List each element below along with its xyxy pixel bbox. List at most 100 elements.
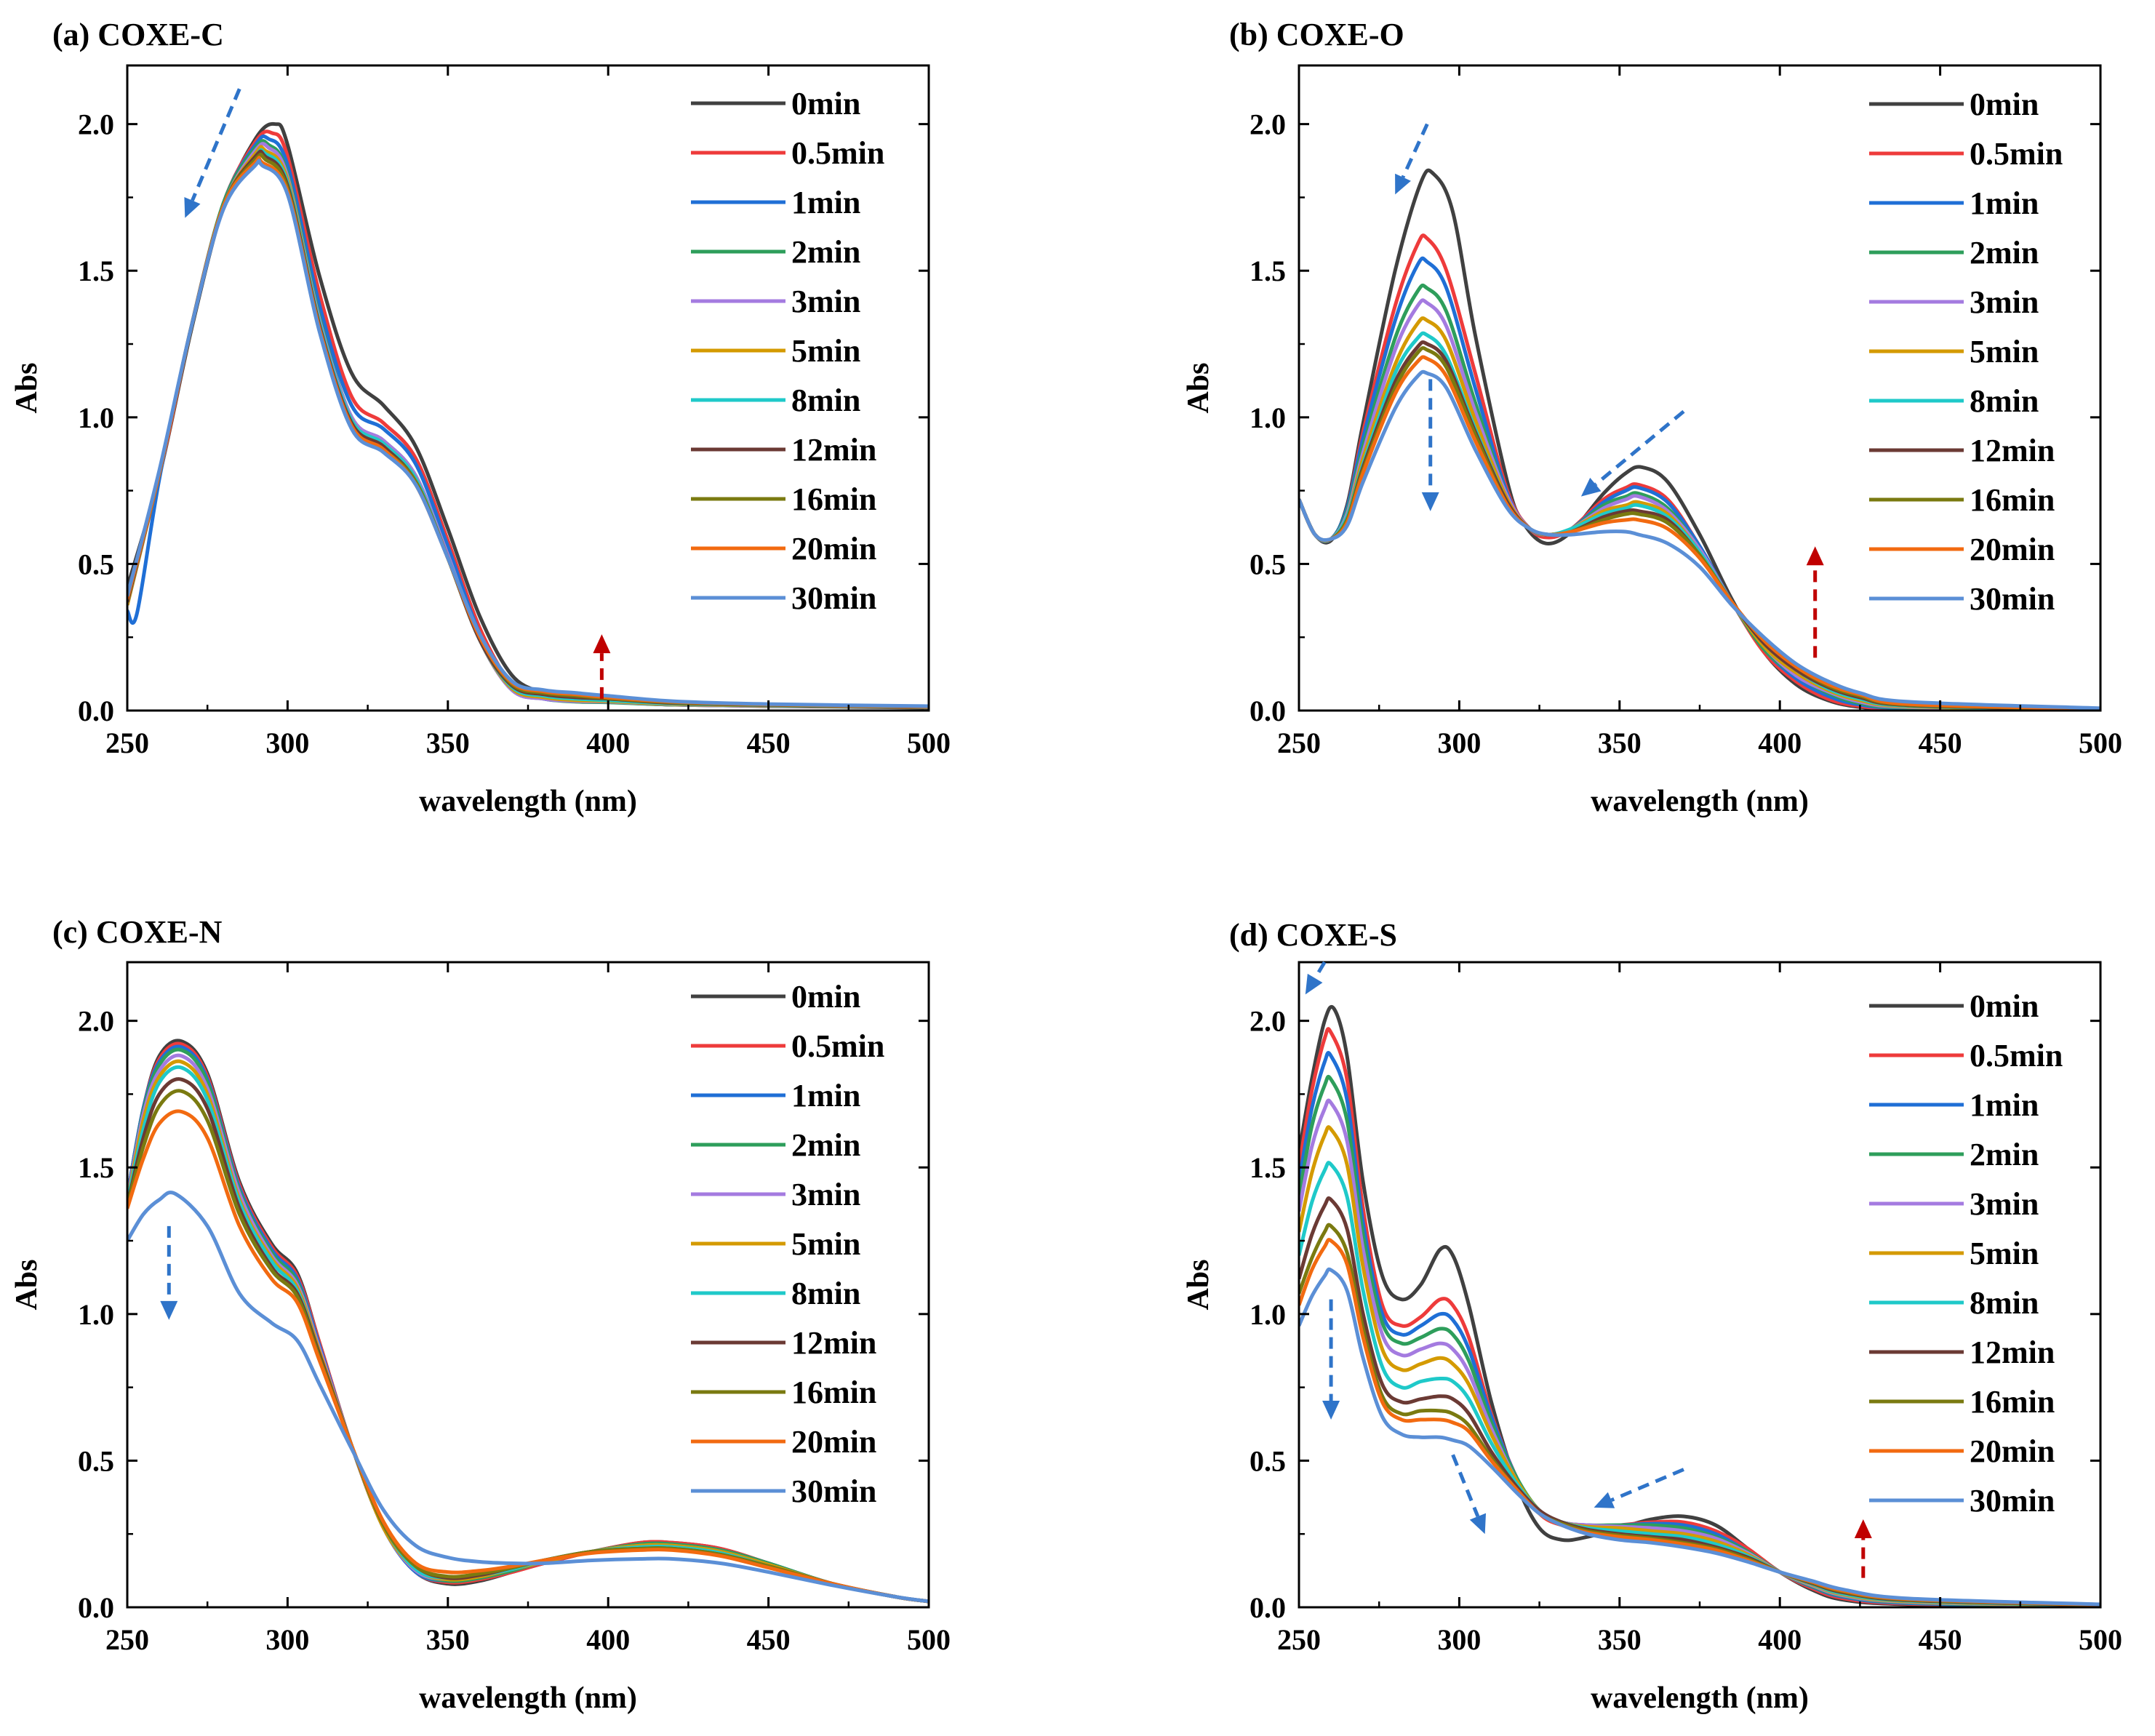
series-group [1299, 1004, 2100, 1607]
series-line-0.5min [1299, 233, 2100, 711]
trend-arrow-head [1806, 546, 1824, 566]
trend-arrow-shaft [1594, 409, 1685, 487]
x-tick-label: 450 [747, 1623, 791, 1656]
series-line-3min [127, 142, 929, 709]
legend-label: 16min [1970, 482, 2055, 518]
x-axis-label: wavelength (nm) [419, 785, 637, 818]
legend-label: 0min [791, 86, 860, 121]
series-group [127, 121, 929, 710]
x-tick-label: 250 [1277, 1623, 1321, 1656]
trend-arrow-head [160, 1300, 178, 1320]
trend-arrow-head [1421, 492, 1439, 511]
y-tick-label: 2.0 [78, 1005, 114, 1038]
legend-label: 2min [791, 234, 860, 270]
series-line-1min [127, 134, 929, 709]
legend-label: 0min [791, 979, 860, 1015]
x-tick-label: 300 [1437, 1623, 1481, 1656]
legend-label: 30min [1970, 581, 2055, 617]
x-tick-label: 300 [265, 1623, 309, 1656]
trend-arrow-shaft [1401, 123, 1429, 178]
y-tick-label: 0.5 [1250, 548, 1286, 580]
x-tick-label: 250 [105, 1623, 149, 1656]
series-line-8min [127, 148, 929, 709]
series-group [127, 1039, 929, 1604]
legend-label: 3min [1970, 1186, 2039, 1222]
legend-label: 20min [1970, 532, 2055, 567]
y-tick-label: 1.0 [78, 1298, 114, 1331]
y-axis-label: Abs [1182, 362, 1215, 413]
y-tick-label: 0.0 [1250, 695, 1286, 727]
series-line-20min [127, 1109, 929, 1604]
y-tick-label: 0.5 [78, 1444, 114, 1477]
legend-label: 1min [791, 1078, 860, 1113]
x-tick-label: 450 [1919, 1623, 1962, 1656]
legend-label: 12min [1970, 1335, 2055, 1370]
legend-label: 20min [791, 1424, 876, 1460]
panel-a: (a) COXE-C 250 300 350 400 450 500 0.0 0.5 1.0 1.5… [10, 17, 951, 818]
x-axis-label: wavelength (nm) [1591, 1681, 1809, 1715]
series-line-20min [1299, 355, 2100, 711]
legend-label: 5min [1970, 1236, 2039, 1271]
trend-arrow-head [1469, 1513, 1487, 1535]
legend-label: 3min [1970, 284, 2039, 320]
series-line-30min [1299, 369, 2100, 711]
legend-label: 30min [791, 580, 876, 616]
panel-b: (b) COXE-O 250 300 350 400 450 500 0.0 0.5 1.0 1.5… [1182, 17, 2122, 818]
legend-label: 8min [791, 383, 860, 418]
y-tick-label: 0.0 [78, 1591, 114, 1624]
trend-arrow-shaft [1313, 961, 1327, 980]
legend: 0min 0.5min 1min 2min 3min 5min 8min 12min 16min… [1869, 988, 2063, 1519]
series-line-30min [127, 1191, 929, 1604]
series-line-30min [1299, 1267, 2100, 1607]
x-tick-label: 300 [1437, 727, 1481, 759]
y-tick-label: 1.5 [78, 1151, 114, 1184]
legend-label: 0min [1970, 87, 2039, 122]
x-tick-label: 250 [105, 727, 149, 759]
trend-arrow-head [1395, 173, 1411, 195]
x-tick-label: 400 [586, 1623, 630, 1656]
x-tick-label: 400 [1758, 1623, 1802, 1656]
legend-label: 5min [791, 333, 860, 369]
legend-label: 8min [791, 1276, 860, 1311]
x-tick-label: 500 [2079, 1623, 2122, 1656]
legend-label: 0min [1970, 988, 2039, 1024]
y-tick-label: 1.5 [1250, 1151, 1286, 1184]
trend-arrow-head [593, 634, 611, 654]
legend-label: 12min [791, 1325, 876, 1361]
legend-label: 1min [1970, 1087, 2039, 1123]
y-tick-label: 2.0 [1250, 1005, 1286, 1038]
legend-label: 16min [1970, 1384, 2055, 1420]
panel-title: (c) COXE-N [52, 914, 223, 950]
x-tick-label: 350 [1598, 1623, 1642, 1656]
series-line-1min [1299, 1051, 2100, 1607]
y-axis-label: Abs [1182, 1259, 1215, 1310]
y-tick-label: 0.5 [78, 548, 114, 580]
x-tick-label: 400 [1758, 727, 1802, 759]
y-tick-label: 1.0 [78, 401, 114, 434]
legend-label: 1min [791, 185, 860, 220]
legend-label: 2min [791, 1127, 860, 1163]
legend-label: 8min [1970, 1285, 2039, 1321]
y-tick-label: 1.5 [1250, 255, 1286, 287]
x-tick-label: 300 [265, 727, 309, 759]
y-axis-label: Abs [10, 1259, 44, 1310]
series-line-0min [127, 1039, 929, 1604]
panel-title: (b) COXE-O [1229, 17, 1404, 52]
x-tick-label: 350 [426, 1623, 470, 1656]
y-tick-label: 0.5 [1250, 1444, 1286, 1477]
legend-label: 20min [1970, 1433, 2055, 1469]
legend-label: 3min [791, 1177, 860, 1212]
legend-label: 2min [1970, 235, 2039, 271]
trend-arrow-head [1322, 1400, 1340, 1420]
legend-label: 16min [791, 481, 876, 517]
y-tick-label: 1.5 [78, 255, 114, 287]
x-tick-label: 400 [586, 727, 630, 759]
panel-c: (c) COXE-N 250 300 350 400 450 500 0.0 0.5 1.0 1.5… [10, 914, 951, 1715]
legend-label: 5min [791, 1226, 860, 1262]
trend-arrow-shaft [1451, 1454, 1480, 1518]
x-tick-label: 350 [1598, 727, 1642, 759]
panel-d: (d) COXE-S 250 300 350 400 450 500 0.0 0.5 1.0 1.5… [1182, 917, 2122, 1715]
trend-arrow-head [1305, 973, 1323, 995]
legend-label: 5min [1970, 334, 2039, 369]
